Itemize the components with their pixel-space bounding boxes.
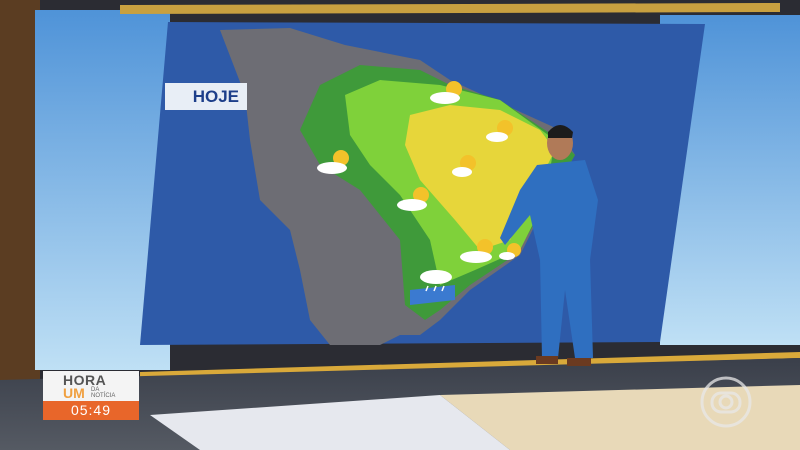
sun-cloud-icon bbox=[486, 120, 513, 142]
program-logo: HORA UM DA NOTÍCIA 05:49 bbox=[43, 371, 139, 420]
weather-icons bbox=[317, 81, 521, 292]
sun-cloud-icon bbox=[430, 81, 462, 104]
logo-um: UM bbox=[63, 385, 85, 401]
left-wall bbox=[0, 0, 40, 380]
globo-logo bbox=[700, 376, 752, 428]
floor-white-panel bbox=[150, 395, 510, 450]
logo-da-noticia: DA NOTÍCIA bbox=[91, 387, 116, 399]
sun-cloud-icon bbox=[397, 187, 429, 211]
clock: 05:49 bbox=[43, 401, 139, 420]
sun-cloud-icon bbox=[452, 155, 476, 177]
rain-area bbox=[410, 285, 455, 305]
sun-cloud-icon bbox=[460, 239, 493, 263]
floor-light-panel bbox=[440, 385, 800, 450]
desk-gold-rail bbox=[140, 352, 800, 378]
sun-cloud-icon bbox=[317, 150, 349, 174]
presenter bbox=[500, 125, 598, 366]
rain-cloud-icon bbox=[420, 270, 452, 292]
top-gold-trim bbox=[120, 3, 780, 14]
logo-hora: HORA bbox=[63, 372, 107, 388]
sun-cloud-icon bbox=[499, 243, 521, 260]
map-label: HOJE bbox=[165, 83, 247, 110]
